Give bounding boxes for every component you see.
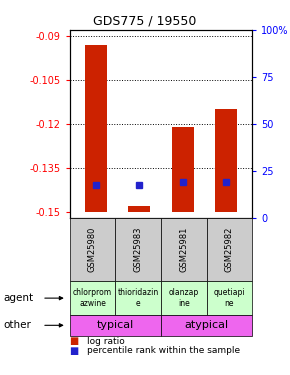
- Text: GSM25983: GSM25983: [134, 226, 143, 272]
- Text: olanzap
ine: olanzap ine: [169, 288, 199, 308]
- Text: GSM25981: GSM25981: [179, 226, 188, 272]
- Text: other: other: [3, 320, 31, 330]
- Bar: [128, 206, 150, 212]
- Text: typical: typical: [97, 320, 134, 330]
- Bar: [85, 45, 106, 211]
- Text: ■: ■: [70, 346, 79, 355]
- Text: GDS775 / 19550: GDS775 / 19550: [93, 15, 197, 28]
- Bar: [215, 109, 237, 211]
- Text: GSM25982: GSM25982: [225, 226, 234, 272]
- Bar: [172, 127, 194, 212]
- Text: quetiapi
ne: quetiapi ne: [214, 288, 245, 308]
- Text: thioridazin
e: thioridazin e: [117, 288, 159, 308]
- Text: chlorprom
azwine: chlorprom azwine: [73, 288, 112, 308]
- Text: GSM25980: GSM25980: [88, 226, 97, 272]
- Text: agent: agent: [3, 293, 33, 303]
- Text: ■: ■: [70, 336, 79, 346]
- Text: percentile rank within the sample: percentile rank within the sample: [87, 346, 240, 355]
- Text: log ratio: log ratio: [87, 337, 125, 346]
- Text: atypical: atypical: [184, 320, 229, 330]
